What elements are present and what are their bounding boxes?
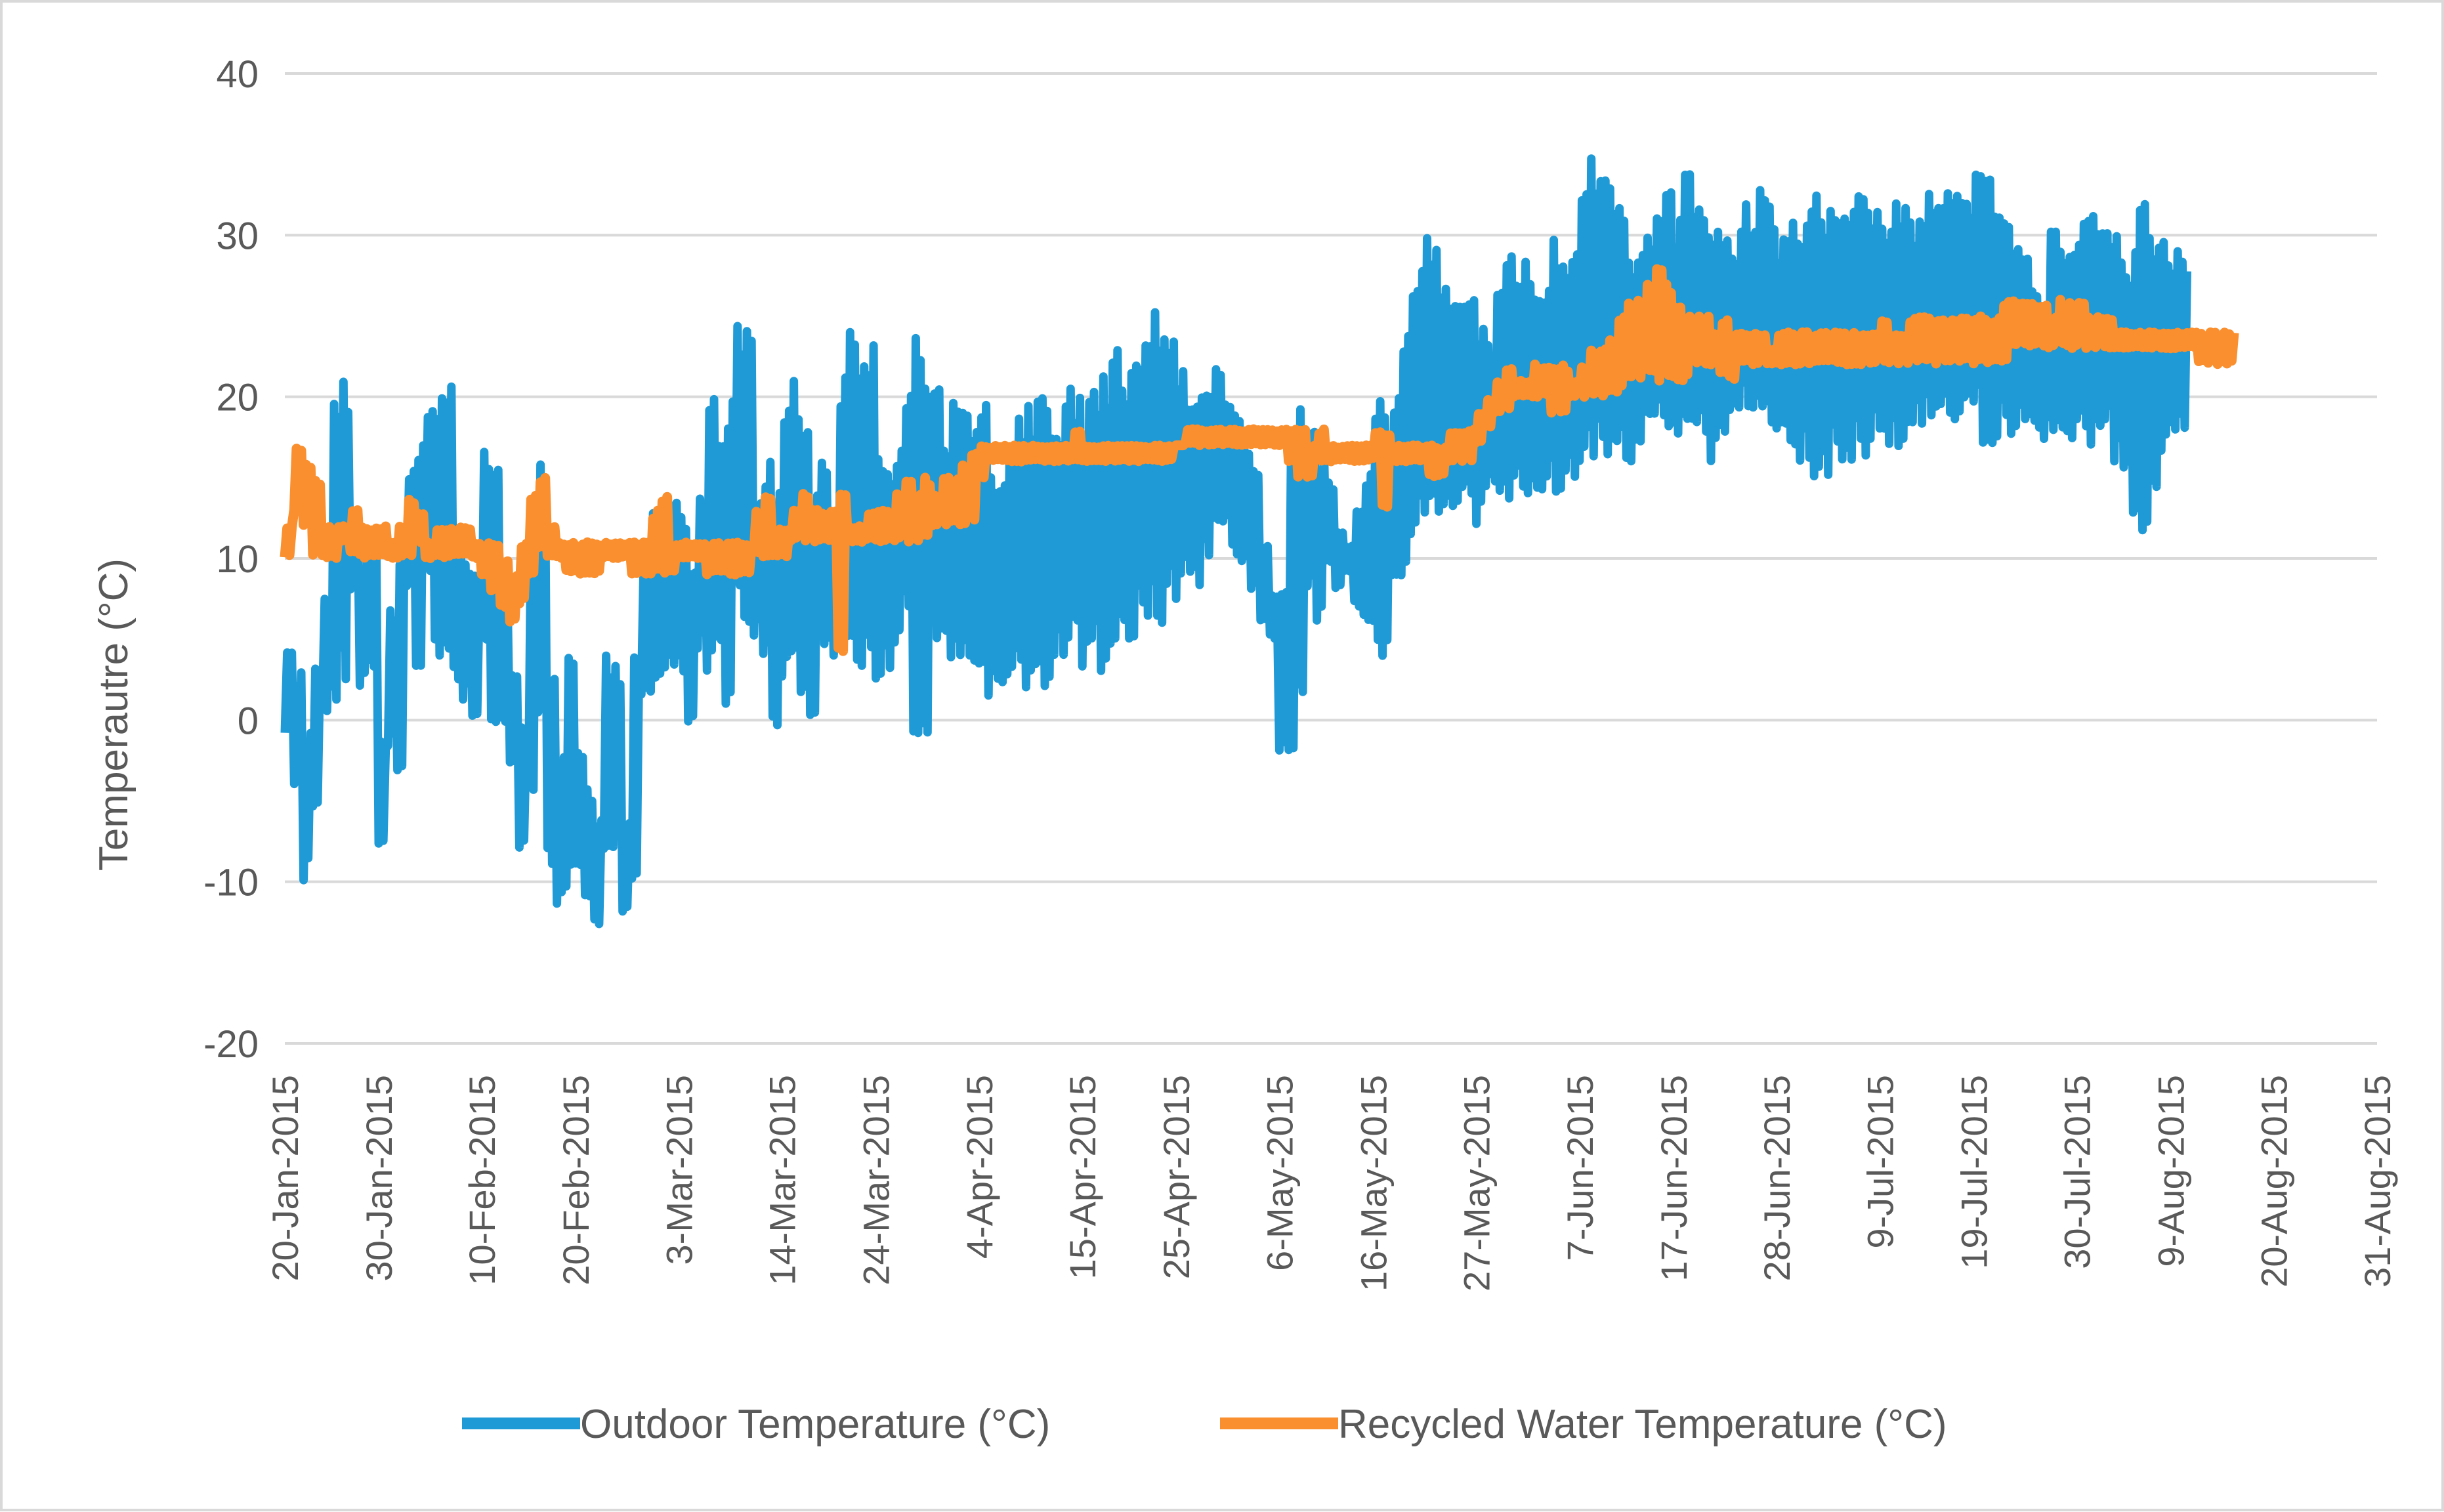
y-tick-label: 10 xyxy=(216,538,259,581)
x-tick-label: 16-May-2015 xyxy=(1353,1075,1394,1292)
x-tick-label: 7-Jun-2015 xyxy=(1559,1075,1601,1261)
x-tick-label: 20-Aug-2015 xyxy=(2254,1075,2295,1288)
x-axis-ticks: 20-Jan-2015 30-Jan-2015 10-Feb-2015 20-Feb-… xyxy=(264,1075,2398,1292)
x-tick-label: 6-May-2015 xyxy=(1259,1075,1300,1271)
y-tick-label: 40 xyxy=(216,53,259,96)
x-tick-label: 17-Jun-2015 xyxy=(1653,1075,1695,1281)
x-tick-label: 30-Jan-2015 xyxy=(358,1075,400,1281)
y-tick-label: -20 xyxy=(203,1023,259,1066)
x-tick-label: 27-May-2015 xyxy=(1456,1075,1498,1292)
x-tick-label: 14-Mar-2015 xyxy=(762,1075,803,1286)
legend-label-0: Outdoor Temperature (°C) xyxy=(580,1402,1050,1447)
x-tick-label: 9-Jul-2015 xyxy=(1859,1075,1901,1249)
x-tick-label: 3-Mar-2015 xyxy=(658,1075,700,1265)
y-tick-label: 30 xyxy=(216,215,259,257)
x-tick-label: 31-Aug-2015 xyxy=(2357,1075,2398,1288)
x-tick-label: 20-Jan-2015 xyxy=(264,1075,306,1281)
y-tick-label: 0 xyxy=(238,700,259,742)
x-tick-label: 9-Aug-2015 xyxy=(2150,1075,2191,1267)
y-tick-label: 20 xyxy=(216,377,259,419)
x-tick-label: 20-Feb-2015 xyxy=(555,1075,597,1286)
x-tick-label: 25-Apr-2015 xyxy=(1156,1075,1197,1279)
y-axis-ticks: -20 -10 0 10 20 30 40 xyxy=(203,53,259,1066)
x-tick-label: 19-Jul-2015 xyxy=(1953,1075,1994,1269)
x-tick-label: 10-Feb-2015 xyxy=(461,1075,503,1286)
x-tick-label: 28-Jun-2015 xyxy=(1756,1075,1798,1281)
line-chart: -20 -10 0 10 20 30 40 20-Jan-2015 30-Jan-2015 10… xyxy=(91,53,2398,1447)
x-tick-label: 24-Mar-2015 xyxy=(856,1075,897,1286)
y-axis-label: Temperautre (°C) xyxy=(91,558,137,871)
series-line-1 xyxy=(280,264,2239,656)
series-lines xyxy=(280,154,2239,929)
series-line-0 xyxy=(280,154,2191,929)
x-tick-label: 15-Apr-2015 xyxy=(1062,1075,1103,1279)
x-tick-label: 30-Jul-2015 xyxy=(2057,1075,2098,1269)
y-tick-label: -10 xyxy=(203,862,259,904)
legend: Outdoor Temperature (°C) Recycled Water T… xyxy=(462,1402,1947,1447)
legend-label-1: Recycled Water Temperature (°C) xyxy=(1338,1402,1947,1447)
x-tick-label: 4-Apr-2015 xyxy=(959,1075,1000,1259)
